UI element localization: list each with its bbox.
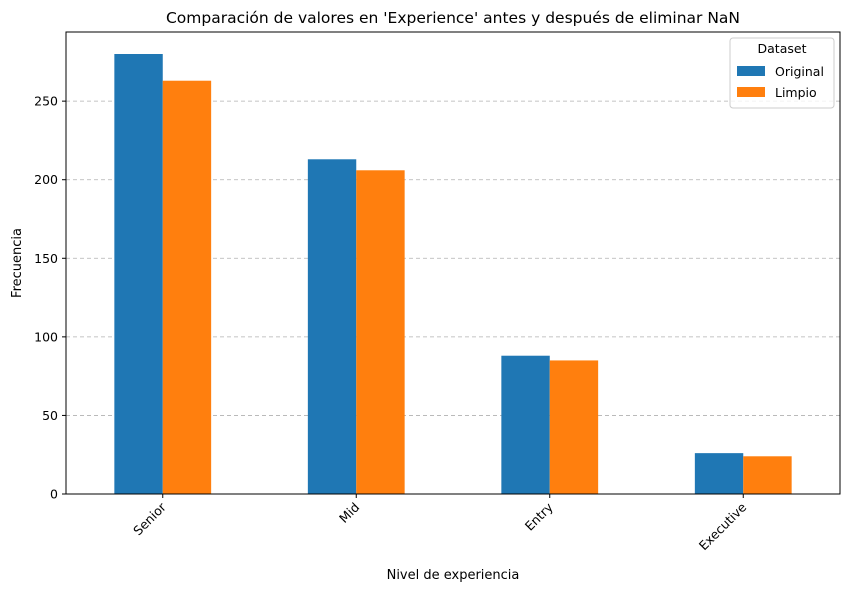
x-tick-label: Senior <box>130 499 169 538</box>
y-tick-label: 200 <box>34 172 58 187</box>
y-tick-label: 0 <box>50 487 58 502</box>
legend-label-original: Original <box>775 64 824 79</box>
x-tick-label: Executive <box>696 499 750 553</box>
x-tick-label: Entry <box>522 499 557 534</box>
bar-limpio-senior <box>162 80 212 494</box>
bar-original-entry <box>501 355 550 494</box>
bar-limpio-executive <box>743 456 792 494</box>
plot-frame <box>65 31 841 495</box>
bars <box>114 54 792 495</box>
x-axis: Senior Mid Entry Executive <box>130 494 750 553</box>
chart-title: Comparación de valores en 'Experience' a… <box>166 9 740 27</box>
y-tick-label: 250 <box>34 94 58 109</box>
bar-limpio-entry <box>549 360 599 494</box>
y-tick-label: 150 <box>34 251 58 266</box>
y-tick-label: 100 <box>34 329 58 344</box>
bar-original-mid <box>307 159 357 495</box>
bar-limpio-mid <box>356 170 405 495</box>
legend-swatch-limpio <box>737 87 765 97</box>
y-axis: 0 50 100 150 200 250 <box>34 94 66 502</box>
y-tick-label: 50 <box>42 408 58 423</box>
legend-label-limpio: Limpio <box>775 85 817 100</box>
x-tick-label: Mid <box>336 500 362 526</box>
bar-original-senior <box>114 54 163 494</box>
legend-swatch-original <box>737 66 765 76</box>
bar-original-executive <box>694 453 744 494</box>
y-axis-label: Frecuencia <box>10 228 25 298</box>
legend: Dataset Original Limpio <box>729 37 835 109</box>
x-axis-label: Nivel de experiencia <box>387 568 520 583</box>
legend-title: Dataset <box>758 41 807 56</box>
